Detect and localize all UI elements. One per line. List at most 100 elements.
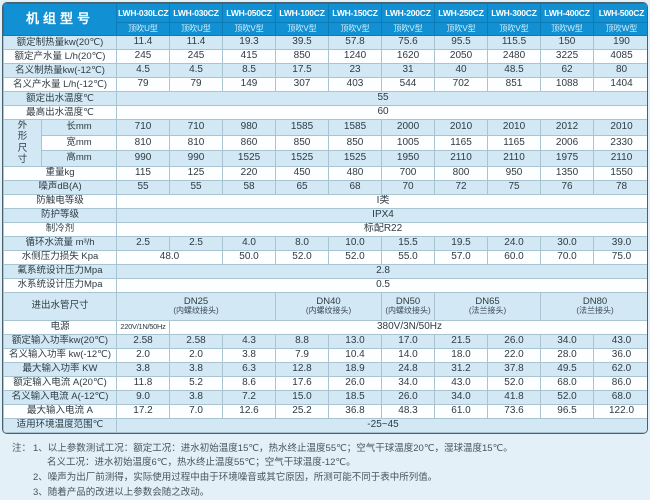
value-cell: 18.9 [328,361,383,377]
value-cell: 68 [328,179,383,195]
value-cell: 6.3 [222,361,277,377]
value-cell: 2010 [593,119,647,136]
value-cell: 702 [434,77,489,92]
value-cell: 1404 [593,77,647,92]
value-cell: 3.8 [169,361,224,377]
notes-prefix: 注： [12,442,32,454]
value-cell: 8.6 [222,375,277,391]
value-cell: 34.0 [434,389,489,405]
value-cell: 7.9 [275,347,330,363]
note-line: 2、噪声为出厂前测得，实际使用过程中由于环境噪音或其它原因，所测可能不同于表中所… [33,472,438,483]
value-cell: 2.8 [116,263,647,279]
type-header: 顶吹U型 [116,22,171,36]
spec-table: 机组型号 LWH-030LCZ LWH-030CZ LWH-050CZ LWH-100C… [3,3,647,433]
value-cell: 415 [222,49,277,64]
value-cell: 11.4 [169,35,224,50]
value-cell: 79 [116,77,171,92]
row-label: 最大输入电流 A [3,403,118,419]
table-head: 机组型号 LWH-030LCZ LWH-030CZ LWH-050CZ LWH-100C… [3,3,647,36]
value-cell: 61.0 [434,403,489,419]
row-label: 循环水流量 m³/h [3,235,118,251]
value-cell: 8.0 [275,235,330,251]
row-label: 防护等级 [3,207,118,223]
value-cell: 3225 [540,49,595,64]
value-cell: 75.0 [593,249,647,265]
pipe-size-value: DN40 [316,295,341,307]
value-cell: 70.0 [540,249,595,265]
value-cell: 52.0 [540,389,595,405]
table-row: 噪声dB(A) 55 55 58 65 68 70 72 75 76 78 [3,179,647,195]
value-cell: 2000 [381,119,436,136]
value-cell: 1088 [540,77,595,92]
value-cell: 480 [328,165,383,181]
table-corner-label: 机组型号 [3,3,118,36]
type-header: 顶吹U型 [169,22,224,36]
row-label: 氟系统设计压力Mpa [3,263,118,279]
value-cell: 245 [169,49,224,64]
value-cell: DN25 (内螺纹接头) [116,291,277,321]
row-label: 最高出水温度℃ [3,105,118,120]
table-body: 额定制热量kw(20℃) 11.4 11.4 19.3 39.5 57.8 75.6 95.5… [3,35,647,433]
row-label: 制冷剂 [3,221,118,237]
value-cell: 710 [116,119,171,136]
table-row: 进出水管尺寸 DN25 (内螺纹接头) DN40 (内螺纹接头) DN50 (内螺纹接头) D… [3,291,647,321]
value-cell: 3.8 [222,347,277,363]
value-cell: 2.5 [169,235,224,251]
row-label: 额定输入功率kw(20℃) [3,333,118,349]
value-cell: 21.5 [434,333,489,349]
value-cell: 850 [275,49,330,64]
row-label: 名义输入电流 A(-12℃) [3,389,118,405]
row-label: 适用环境温度范围℃ [3,417,118,433]
group-label-char: 尺 [17,142,28,154]
value-cell: 70 [381,179,436,195]
value-cell: 5.2 [169,375,224,391]
value-cell: 990 [116,150,171,167]
value-cell: 12.6 [222,403,277,419]
value-cell: 65 [275,179,330,195]
value-cell: 1240 [328,49,383,64]
row-label: 电源 [3,319,118,335]
value-cell: 2110 [593,150,647,167]
row-sublabel: 高mm [40,150,118,167]
value-cell: 9.0 [116,389,171,405]
value-cell: 800 [434,165,489,181]
value-cell: 78 [593,179,647,195]
value-cell: 122.0 [593,403,647,419]
value-cell: 31 [381,63,436,78]
value-cell: 2330 [593,134,647,152]
value-cell: 62 [540,63,595,78]
value-cell: 990 [169,150,224,167]
value-cell: 7.2 [222,389,277,405]
value-cell: 3.8 [116,361,171,377]
model-header: LWH-150CZ [328,3,383,23]
type-header: 顶吹W型 [540,22,595,36]
value-cell: 810 [116,134,171,152]
value-cell: 380V/3N/50Hz [169,319,647,335]
value-cell: 860 [222,134,277,152]
value-cell: 41.8 [487,389,542,405]
value-cell: 95.5 [434,35,489,50]
value-cell: 22.0 [487,347,542,363]
row-label: 名义输入功率 kw(-12℃) [3,347,118,363]
value-cell: 2010 [487,119,542,136]
type-header: 顶吹V型 [328,22,383,36]
value-cell: 450 [275,165,330,181]
group-label-char: 外 [17,120,28,131]
group-label-char: 形 [17,131,28,143]
value-cell: 2.0 [116,347,171,363]
value-cell: 2.5 [116,235,171,251]
value-cell: 2480 [487,49,542,64]
table-row: 最大输入电流 A 17.2 7.0 12.6 25.2 36.8 48.3 61.0 73.6 9… [3,403,647,419]
model-header: LWH-100CZ [275,3,330,23]
value-cell: 52.0 [328,249,383,265]
value-cell: 57.8 [328,35,383,50]
value-cell: 544 [381,77,436,92]
value-cell: 1525 [328,150,383,167]
value-cell: 28.0 [540,347,595,363]
row-label: 额定制热量kw(20℃) [3,35,118,50]
table-row: 名义制热量kw(-12℃) 4.5 4.5 8.5 17.5 23 31 40 48.5 62 80 [3,63,647,78]
value-cell: 980 [222,119,277,136]
value-cell: 950 [487,165,542,181]
value-cell: 25.2 [275,403,330,419]
